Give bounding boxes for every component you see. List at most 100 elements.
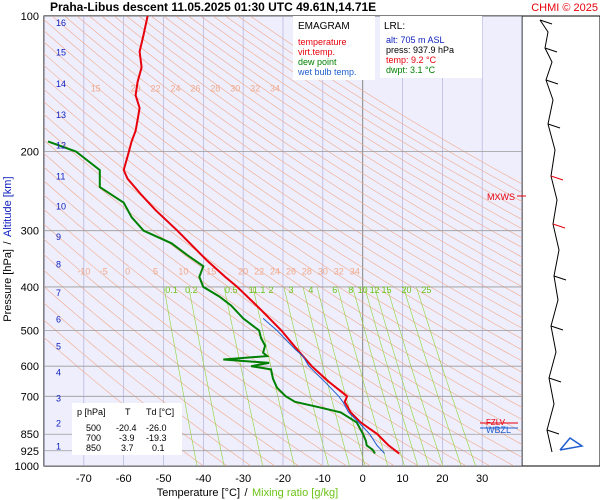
mixing-ratio-label: 0.1: [165, 285, 178, 295]
mixing-ratio-labels: 0.1 0.2 0.5 1 1.1 2 3 4 6 8 10 12 15 20 25: [165, 285, 431, 295]
altitude-tick-label: 6: [56, 314, 61, 324]
wind-barb: [550, 325, 564, 331]
table-row-td: 0.1: [152, 443, 165, 453]
legend-dew-point: dew point: [298, 57, 337, 67]
altitude-tick-label: 11: [56, 171, 65, 181]
dry-adiabat: [175, 16, 522, 239]
lrl-title: LRL:: [384, 21, 405, 32]
dry-adiabat: [44, 19, 522, 351]
dry-adiabat: [64, 16, 522, 329]
table-header-p: p [hPa]: [77, 407, 106, 417]
wind-barb: [546, 429, 560, 435]
lrl-pressure: press: 937.9 hPa: [386, 45, 454, 55]
y-tick-label: 500: [21, 326, 39, 338]
dry-adiabat: [44, 41, 522, 373]
dry-adiabat-label: 15: [206, 266, 216, 276]
x-tick-label: -10: [315, 473, 331, 485]
dry-adiabat: [44, 30, 522, 362]
y-tick-label: 850: [21, 429, 39, 441]
altitude-tick-label: 16: [56, 18, 66, 28]
table-header-td: Td [°C]: [146, 407, 174, 417]
y-tick-label: 400: [21, 282, 39, 294]
mixing-ratio-label: 4: [308, 285, 313, 295]
isotherm-lines: [44, 16, 522, 466]
dry-adiabat-label: 22: [151, 83, 161, 93]
legend-title: EMAGRAM: [298, 21, 350, 32]
mixing-ratio-label: 2: [269, 285, 274, 295]
mixing-ratio-label: 12: [370, 285, 380, 295]
series-line: [47, 140, 376, 455]
wind-barb: [548, 377, 562, 383]
x-tick-label: -60: [116, 473, 132, 485]
dry-adiabat: [44, 53, 522, 385]
y-axis-label-altitude: Altitude [km]: [2, 176, 14, 237]
table-header-t: T: [125, 407, 131, 417]
wind-barb: [552, 223, 566, 229]
dry-adiabat-label: 28: [210, 83, 220, 93]
wbzl-label: WBZL: [486, 425, 511, 435]
wind-panel: [521, 15, 600, 467]
dry-adiabat: [225, 16, 522, 202]
wind-barb: [553, 275, 567, 281]
table-row-p: 700: [86, 433, 101, 443]
table-row-t: -20.4: [116, 423, 137, 433]
mixing-ratio-label: 3: [288, 285, 293, 295]
y-tick-label: 1000: [15, 461, 39, 473]
dry-adiabat: [212, 16, 522, 211]
dry-adiabat: [163, 16, 522, 248]
wind-barb: [544, 47, 558, 53]
y-axis-ticks: 100 200 300 400 500 600 700 850 925 1000: [15, 11, 39, 473]
altitude-tick-label: 5: [56, 342, 61, 352]
altitude-tick-label: 12: [56, 141, 66, 151]
y-tick-label: 200: [21, 146, 39, 158]
dry-adiabat-labels: 15 20 22 24 26 28 30 32 34 -10 -5 0 5 10 15 20 22 24 26 28 3…: [77, 83, 359, 276]
table-row-t: -3.9: [119, 433, 135, 443]
wind-barb: [545, 79, 559, 85]
dry-adiabat-label: -5: [100, 266, 108, 276]
mxws-label: MXWS: [487, 192, 515, 202]
dry-adiabat: [126, 16, 522, 277]
surface-wind-marker: [559, 437, 584, 451]
table-row-p: 850: [86, 443, 101, 453]
dry-adiabat-label: 26: [190, 83, 200, 93]
fzlv-label: FZLV: [486, 418, 506, 427]
dry-adiabat-label: 34: [350, 266, 360, 276]
wind-barb: [550, 175, 564, 181]
altitude-tick-label: 2: [56, 418, 61, 428]
x-tick-label: -50: [156, 473, 172, 485]
legend-temperature: temperature: [298, 37, 347, 47]
x-tick-label: 10: [396, 473, 408, 485]
mixing-ratio-label: 10: [358, 285, 368, 295]
dry-adiabat: [44, 88, 522, 420]
dry-adiabat: [188, 16, 522, 230]
x-tick-label: -30: [235, 473, 251, 485]
x-tick-label: -20: [275, 473, 291, 485]
dry-adiabat: [76, 16, 522, 318]
x-tick-label: 0: [360, 473, 366, 485]
dry-adiabat-label: 30: [318, 266, 328, 276]
dry-adiabat-label: 32: [250, 83, 260, 93]
dry-adiabat-label: 28: [302, 266, 312, 276]
y-tick-label: 600: [21, 361, 39, 373]
y-tick-label: 700: [21, 391, 39, 403]
dry-adiabat-label: 0: [125, 266, 130, 276]
mixing-ratio-label: 1.1: [253, 285, 266, 295]
x-tick-label: -70: [76, 473, 92, 485]
dry-adiabat: [101, 16, 522, 298]
altitude-tick-label: 7: [56, 288, 61, 298]
dry-adiabat-label: 32: [334, 266, 344, 276]
dry-adiabat: [113, 16, 522, 287]
altitude-tick-label: 8: [56, 260, 61, 270]
legend-virt-temp: virt.temp.: [298, 47, 335, 57]
mixing-ratio-label: 0.2: [185, 285, 198, 295]
series-line: [262, 318, 385, 454]
x-axis-label: Temperature [°C]: [157, 487, 240, 499]
x-tick-label: 20: [436, 473, 448, 485]
dry-adiabat: [138, 16, 522, 268]
dry-adiabat-label: 34: [270, 83, 280, 93]
altitude-tick-label: 9: [56, 232, 61, 242]
dry-adiabat-label: 26: [286, 266, 296, 276]
wind-barbs: [539, 19, 584, 453]
dry-adiabat-label: 15: [91, 83, 101, 93]
